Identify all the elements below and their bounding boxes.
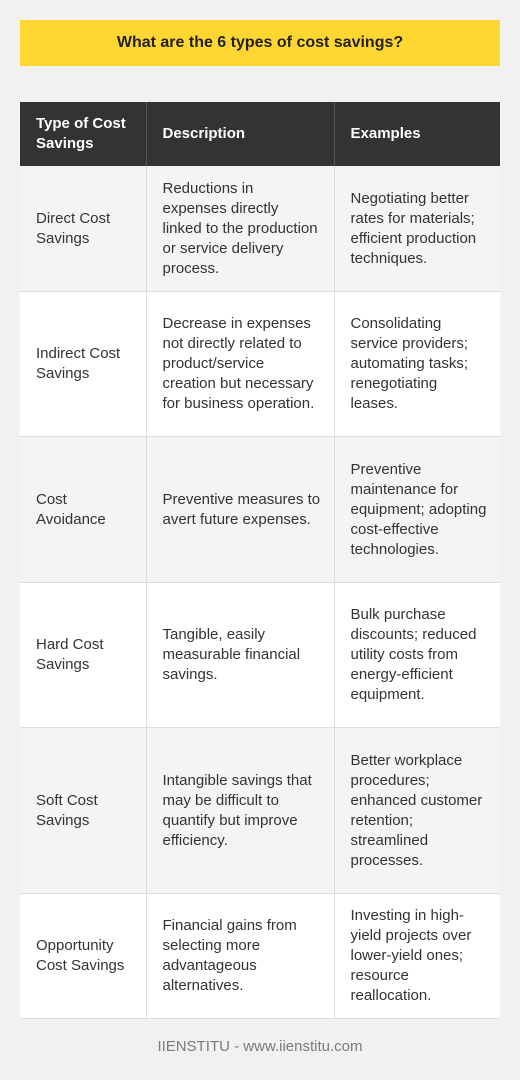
table-row: Direct Cost Savings Reductions in expens… <box>20 166 500 292</box>
table-row: Cost Avoidance Preventive measures to av… <box>20 436 500 583</box>
cell-type: Indirect Cost Savings <box>20 291 147 437</box>
cell-description: Preventive measures to avert future expe… <box>146 436 335 583</box>
cost-savings-table-container: Type of Cost Savings Description Example… <box>20 102 500 1019</box>
footer-credit: IIENSTITU - www.iienstitu.com <box>157 1038 363 1055</box>
cell-examples: Better workplace procedures; enhanced cu… <box>334 727 500 894</box>
table-header: Type of Cost Savings Description Example… <box>20 102 500 166</box>
table-body: Direct Cost Savings Reductions in expens… <box>20 166 500 1019</box>
cell-type: Soft Cost Savings <box>20 727 147 894</box>
cost-savings-table: Type of Cost Savings Description Example… <box>20 102 500 1019</box>
cell-type: Direct Cost Savings <box>20 166 147 292</box>
table-row: Hard Cost Savings Tangible, easily measu… <box>20 582 500 728</box>
page-title: What are the 6 types of cost savings? <box>20 20 500 66</box>
cell-examples: Investing in high-yield projects over lo… <box>334 893 500 1019</box>
cell-description: Decrease in expenses not directly relate… <box>146 291 335 437</box>
table-row: Indirect Cost Savings Decrease in expens… <box>20 291 500 437</box>
cell-description: Intangible savings that may be difficult… <box>146 727 335 894</box>
cell-description: Tangible, easily measurable financial sa… <box>146 582 335 728</box>
cell-examples: Negotiating better rates for materials; … <box>334 166 500 292</box>
cell-examples: Bulk purchase discounts; reduced utility… <box>334 582 500 728</box>
table-row: Soft Cost Savings Intangible savings tha… <box>20 727 500 894</box>
header-description: Description <box>146 102 335 166</box>
cell-description: Financial gains from selecting more adva… <box>146 893 335 1019</box>
cell-description: Reductions in expenses directly linked t… <box>146 166 335 292</box>
table-row: Opportunity Cost Savings Financial gains… <box>20 893 500 1019</box>
cell-type: Hard Cost Savings <box>20 582 147 728</box>
cell-examples: Preventive maintenance for equipment; ad… <box>334 436 500 583</box>
cell-type: Opportunity Cost Savings <box>20 893 147 1019</box>
header-examples: Examples <box>334 102 500 166</box>
cell-examples: Consolidating service providers; automat… <box>334 291 500 437</box>
header-row: Type of Cost Savings Description Example… <box>20 102 500 166</box>
header-type: Type of Cost Savings <box>20 102 147 166</box>
cell-type: Cost Avoidance <box>20 436 147 583</box>
